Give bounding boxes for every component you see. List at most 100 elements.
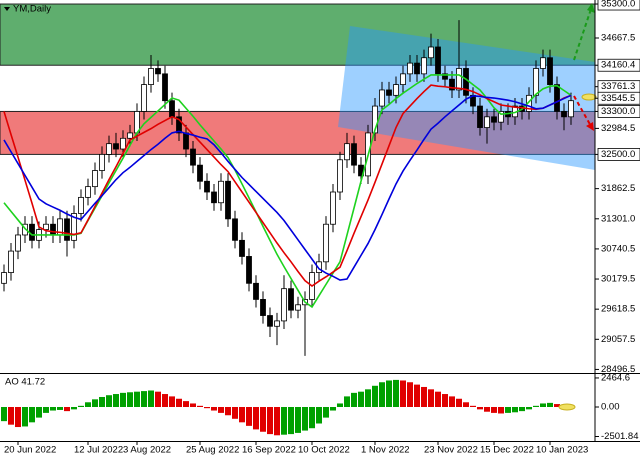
candle-body	[400, 73, 406, 85]
candle-body	[78, 196, 84, 214]
tick-box	[597, 58, 640, 72]
ao-bar	[407, 382, 413, 407]
ao-bar	[554, 404, 560, 407]
ao-bar	[463, 402, 469, 407]
candle-body	[316, 261, 322, 273]
ao-bar	[267, 407, 273, 435]
ao-bar	[218, 407, 224, 413]
ao-bar	[176, 398, 182, 407]
ao-bar	[64, 407, 70, 412]
ao-bar	[393, 379, 399, 407]
candle-body	[281, 288, 287, 322]
ao-bar	[344, 396, 350, 407]
ao-bar	[120, 392, 126, 407]
candle-body	[148, 68, 154, 85]
candle-body	[442, 73, 448, 80]
ao-bar	[323, 407, 329, 418]
candle-body	[169, 100, 175, 118]
candle-body	[85, 186, 91, 198]
marker	[558, 403, 576, 411]
ao-bar	[239, 407, 245, 423]
candle-body	[323, 223, 329, 263]
y-tick-label: 31862.5	[601, 183, 635, 194]
moving-average	[3, 94, 572, 281]
ao-bar	[50, 407, 56, 411]
ao-bar	[162, 394, 168, 407]
ao-bar	[400, 380, 406, 407]
chart-title: YM,Daily	[13, 4, 51, 15]
ao-bar	[547, 402, 553, 407]
tick-box	[597, 91, 640, 105]
candle-body	[1, 272, 7, 284]
ao-bar	[512, 407, 518, 413]
candle-body	[484, 116, 490, 128]
candle-body	[127, 132, 133, 139]
y-tick-label: 28496.5	[601, 364, 635, 375]
ao-bar	[15, 407, 21, 428]
ao-bar	[421, 386, 427, 407]
y-tick-label: 30740.5	[601, 243, 635, 254]
y-tick-label: 34160.4	[601, 60, 635, 71]
ao-bar	[246, 407, 252, 426]
ao-bar	[36, 407, 42, 418]
ao-bar	[43, 407, 49, 413]
candle-body	[232, 218, 238, 241]
ao-bar	[435, 391, 441, 407]
ao-bar	[1, 407, 7, 422]
ao-bar	[141, 391, 147, 407]
ao-bar	[211, 407, 217, 411]
ao-bar	[484, 407, 490, 412]
candle-body	[267, 315, 273, 327]
ao-bar	[372, 385, 378, 407]
candle-body	[120, 137, 126, 150]
y-tick-label: 2464.6	[601, 372, 630, 383]
ao-bar	[316, 407, 322, 424]
y-tick-label: 29057.5	[601, 334, 635, 345]
x-tick-label: 12 Jul 2022	[74, 445, 123, 456]
ao-bar	[169, 396, 175, 407]
x-tick-label: 23 Nov 2022	[424, 445, 478, 456]
candle-body	[211, 191, 217, 204]
ao-bar	[71, 407, 77, 410]
candle-body	[330, 191, 336, 225]
x-tick-label: 1 Nov 2022	[361, 445, 410, 456]
ao-title: AO 41.72	[5, 377, 45, 388]
candle-body	[141, 84, 147, 112]
candle-body	[162, 73, 168, 102]
candle-body	[274, 320, 280, 327]
ao-bar	[540, 403, 546, 407]
ao-bar	[358, 391, 364, 407]
candle-body	[239, 239, 245, 257]
ao-bar	[253, 407, 259, 430]
x-tick-label: 20 Jun 2022	[4, 445, 56, 456]
candle-body	[15, 234, 21, 252]
candle-body	[491, 116, 497, 123]
candle-body	[435, 46, 441, 75]
x-tick-label: 10 Oct 2022	[298, 445, 350, 456]
ao-bar	[365, 389, 371, 407]
candle-body	[50, 223, 56, 236]
candle-body	[379, 89, 385, 107]
candle-body	[498, 111, 504, 123]
ao-bar	[309, 407, 315, 429]
y-tick-label: 32500.0	[601, 149, 635, 160]
candle-body	[204, 180, 210, 193]
ao-bar	[29, 407, 35, 423]
ao-bar	[113, 394, 119, 407]
ao-bar	[92, 399, 98, 407]
candle-body	[190, 148, 196, 166]
ao-bar	[449, 396, 455, 407]
x-tick-label: 25 Aug 2022	[186, 445, 239, 456]
candle-body	[197, 164, 203, 182]
ao-bar	[470, 405, 476, 407]
ao-bar	[442, 394, 448, 407]
tick-box	[597, 0, 640, 11]
ao-bar	[8, 407, 14, 425]
candle-body	[106, 143, 112, 155]
candle-body	[344, 143, 350, 161]
ao-bar	[148, 390, 154, 407]
candle-body	[8, 250, 14, 273]
marks	[1, 20, 574, 436]
candle-body	[260, 299, 266, 316]
candle-body	[295, 304, 301, 311]
